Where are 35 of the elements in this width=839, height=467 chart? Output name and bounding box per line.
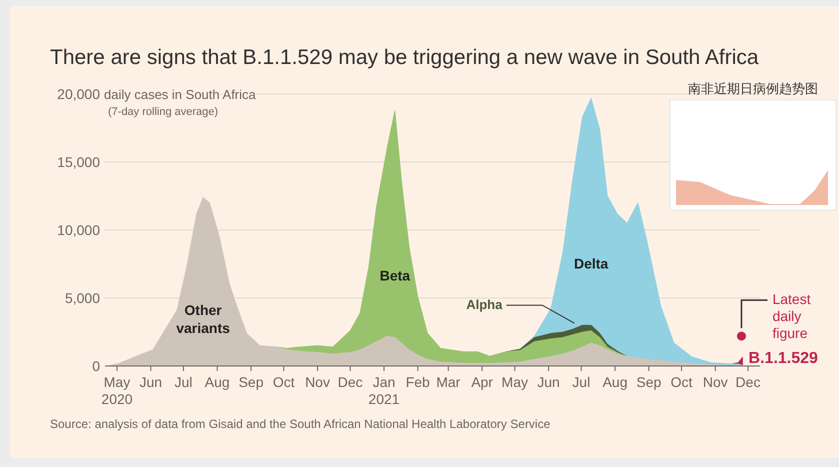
y-tick-label: 20,000 <box>57 86 100 102</box>
x-tick-label: Dec <box>338 374 363 390</box>
x-tick-label: Jun <box>139 374 162 390</box>
source-note: Source: analysis of data from Gisaid and the South African National Health Laboratory Service <box>50 417 551 431</box>
x-tick-label: Oct <box>670 374 693 390</box>
x-tick-label: Mar <box>436 374 461 390</box>
y-tick-label: 0 <box>92 358 100 374</box>
x-tick-label: Oct <box>272 374 295 390</box>
series-label: Beta <box>380 268 410 284</box>
x-tick-label: Nov <box>305 374 330 390</box>
x-tick-label: Aug <box>204 374 230 390</box>
x-tick-label: Feb <box>406 374 430 390</box>
x-tick-label: Sep <box>636 374 662 390</box>
series-label: Delta <box>574 255 608 272</box>
series-label: Latest daily figure <box>772 291 811 342</box>
x-tick-label: Jul <box>174 374 192 390</box>
x-tick-label: Sep <box>238 374 264 390</box>
x-tick-label: Aug <box>602 374 628 390</box>
x-tick-label: May 2020 <box>101 374 133 407</box>
y-axis-title: daily cases in South Africa (7-day rolling average) <box>104 87 257 118</box>
x-tick-label: Jan 2021 <box>368 374 400 407</box>
series-label: B.1.1.529 <box>748 350 818 368</box>
x-tick-label: May <box>502 374 528 390</box>
chart-title: There are signs that B.1.1.529 may be triggering a new wave in South Africa <box>50 46 759 69</box>
x-tick-label: Jul <box>572 374 590 390</box>
annotation: 南非近期日病例趋势图 <box>688 81 818 96</box>
x-tick-label: Nov <box>702 374 728 390</box>
x-tick-label: Jun <box>537 374 560 390</box>
text: Alpha <box>466 297 504 312</box>
series-label: Other variants <box>176 302 230 336</box>
y-tick-label: 10,000 <box>57 222 100 238</box>
x-tick-label: Apr <box>471 374 494 390</box>
x-tick-label: Dec <box>736 374 760 390</box>
y-tick-label: 15,000 <box>57 154 100 170</box>
y-tick-label: 5,000 <box>64 290 100 306</box>
